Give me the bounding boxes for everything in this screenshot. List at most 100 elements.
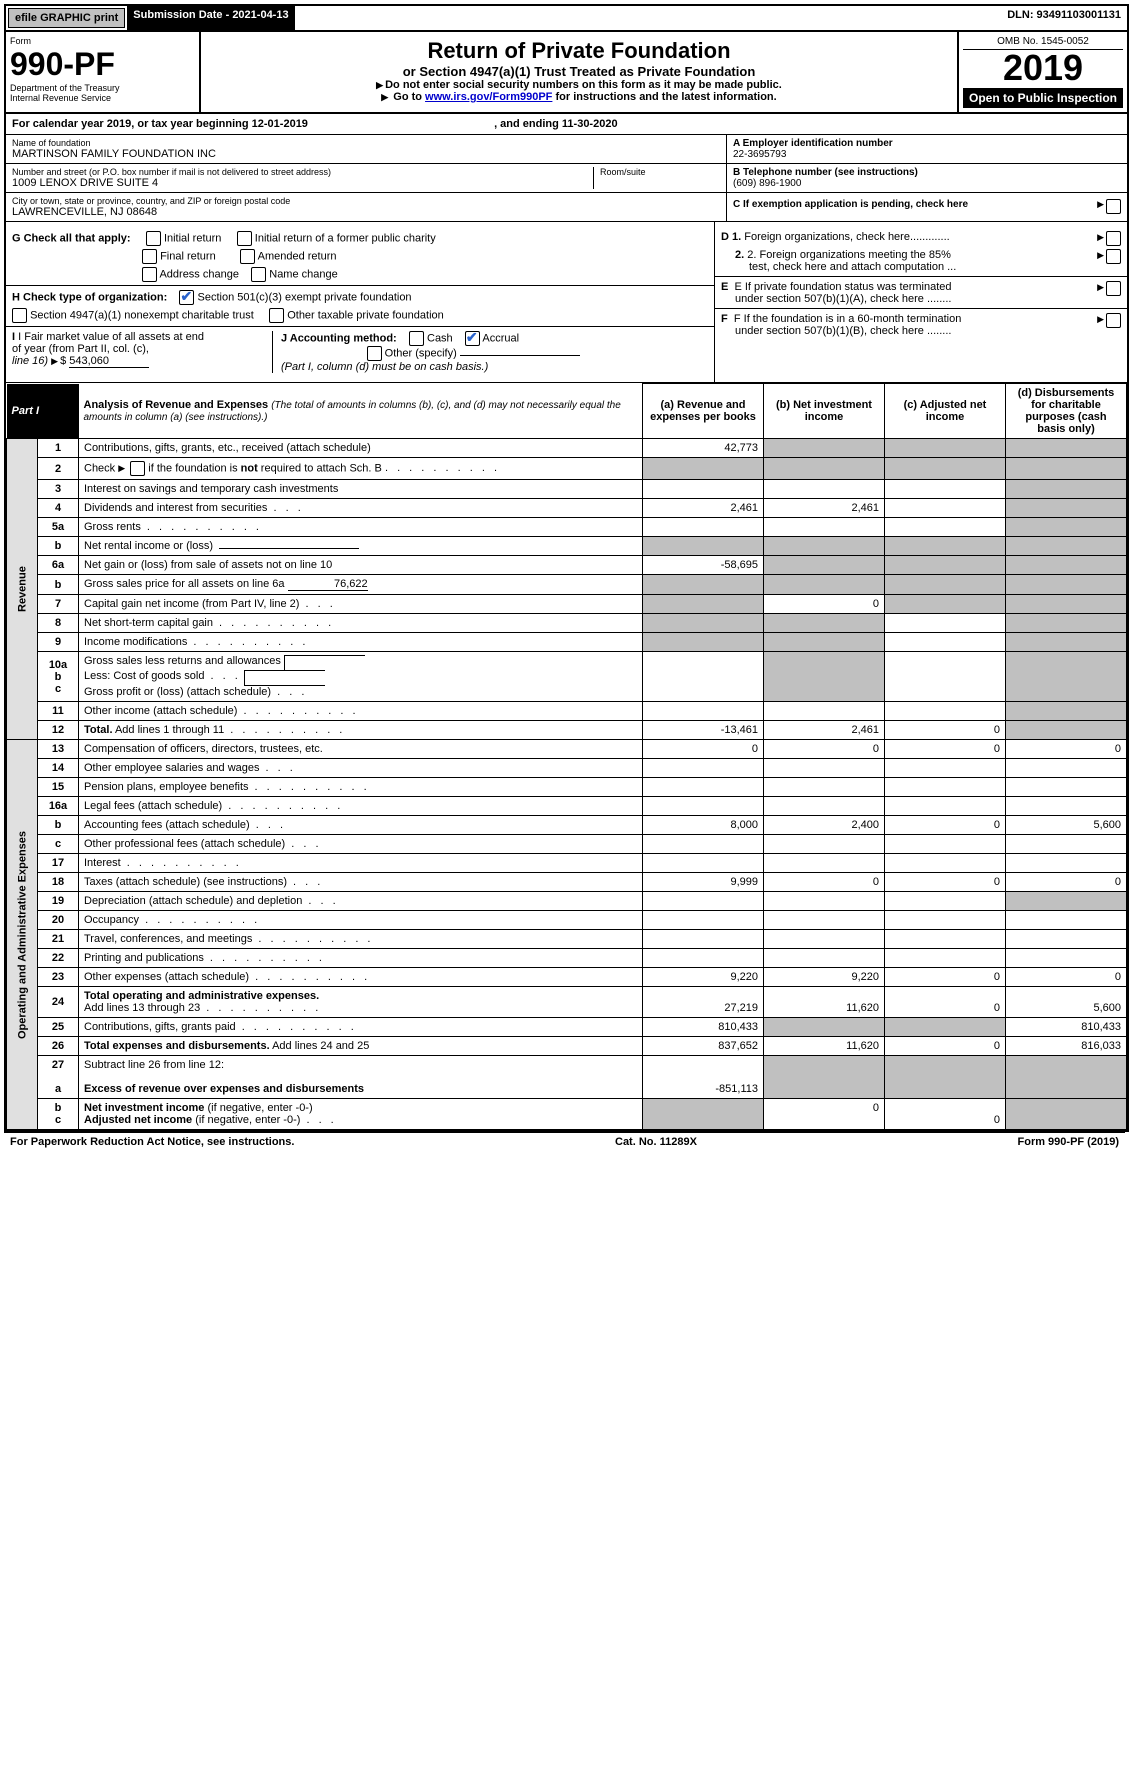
line-16b-d: 5,600 <box>1006 816 1127 835</box>
g1: Initial return <box>164 232 221 244</box>
form990pf-link[interactable]: www.irs.gov/Form990PF <box>425 91 552 103</box>
f-checkbox[interactable] <box>1106 313 1121 328</box>
shaded-cell <box>764 458 885 480</box>
line-24-b: 11,620 <box>764 987 885 1018</box>
line-14-d <box>1006 759 1127 778</box>
note-goto-pre: Go to <box>393 91 425 103</box>
line-no: b <box>38 575 79 595</box>
c-checkbox[interactable] <box>1106 199 1121 214</box>
l16b-text: Accounting fees (attach schedule) <box>84 819 250 831</box>
line-22-a <box>643 949 764 968</box>
g-address-change-checkbox[interactable] <box>142 267 157 282</box>
line-13-c: 0 <box>885 740 1006 759</box>
line-23-a: 9,220 <box>643 968 764 987</box>
line-no: 13 <box>38 740 79 759</box>
arrow-icon <box>1097 231 1106 243</box>
line-15-desc: Pension plans, employee benefits <box>79 778 643 797</box>
line-27-desc: Subtract line 26 from line 12: Excess of… <box>79 1056 643 1099</box>
line-no: 27a <box>38 1056 79 1099</box>
g-name-change-checkbox[interactable] <box>251 267 266 282</box>
shaded-cell <box>1006 499 1127 518</box>
l22-text: Printing and publications <box>84 952 204 964</box>
i-label-2: of year (from Part II, col. (c), <box>12 343 272 355</box>
line-19-a <box>643 892 764 911</box>
e-checkbox[interactable] <box>1106 281 1121 296</box>
j-other-checkbox[interactable] <box>367 346 382 361</box>
shaded-cell <box>764 575 885 595</box>
line-16c-b <box>764 835 885 854</box>
shaded-cell <box>764 439 885 458</box>
g-final-return-checkbox[interactable] <box>142 249 157 264</box>
line-10c-c <box>885 652 1006 702</box>
h-4947-checkbox[interactable] <box>12 308 27 323</box>
g-initial-former-checkbox[interactable] <box>237 231 252 246</box>
j-accrual-checkbox[interactable] <box>465 331 480 346</box>
tax-year: 2019 <box>963 50 1123 86</box>
line-6a-a: -58,695 <box>643 556 764 575</box>
l7-text: Capital gain net income (from Part IV, l… <box>84 598 299 610</box>
l2d: required to attach Sch. B <box>258 462 382 474</box>
line-4-b: 2,461 <box>764 499 885 518</box>
line-14-a <box>643 759 764 778</box>
line-4-c <box>885 499 1006 518</box>
line-26-d: 816,033 <box>1006 1037 1127 1056</box>
line-3-desc: Interest on savings and temporary cash i… <box>79 480 643 499</box>
line-no: b <box>38 537 79 556</box>
line-16c-c <box>885 835 1006 854</box>
line-11-desc: Other income (attach schedule) <box>79 702 643 721</box>
l5a-text: Gross rents <box>84 521 141 533</box>
g-amended-checkbox[interactable] <box>240 249 255 264</box>
line-11-b <box>764 702 885 721</box>
l17-text: Interest <box>84 857 121 869</box>
efile-print-button[interactable]: efile GRAPHIC print <box>8 8 125 28</box>
line-19-b <box>764 892 885 911</box>
g-initial-return-checkbox[interactable] <box>146 231 161 246</box>
line-no: 10abc <box>38 652 79 702</box>
line-22-c <box>885 949 1006 968</box>
line-12-a: -13,461 <box>643 721 764 740</box>
line-22-d <box>1006 949 1127 968</box>
line-14-b <box>764 759 885 778</box>
line-12-b: 2,461 <box>764 721 885 740</box>
shaded-cell <box>1006 518 1127 537</box>
l5b-text: Net rental income or (loss) <box>84 540 213 552</box>
line-17-desc: Interest <box>79 854 643 873</box>
form-title: Return of Private Foundation <box>207 38 951 64</box>
line-no: 14 <box>38 759 79 778</box>
line-20-d <box>1006 911 1127 930</box>
line-26-desc: Total expenses and disbursements. Add li… <box>79 1037 643 1056</box>
line-no: 17 <box>38 854 79 873</box>
shaded-cell <box>1006 702 1127 721</box>
line-16a-c <box>885 797 1006 816</box>
j-cash-checkbox[interactable] <box>409 331 424 346</box>
note-ssn: Do not enter social security numbers on … <box>385 79 782 91</box>
h-501c3-checkbox[interactable] <box>179 290 194 305</box>
line-no: 7 <box>38 595 79 614</box>
line-24-a: 27,219 <box>643 987 764 1018</box>
line-21-a <box>643 930 764 949</box>
line-no: 1 <box>38 439 79 458</box>
arrow-icon <box>1097 281 1106 293</box>
g-label: G Check all that apply: <box>12 232 131 244</box>
calendar-year-row: For calendar year 2019, or tax year begi… <box>6 114 1127 135</box>
shaded-cell <box>1006 892 1127 911</box>
line-17-b <box>764 854 885 873</box>
part1-title-cell: Analysis of Revenue and Expenses (The to… <box>79 384 643 439</box>
e1: E If private foundation status was termi… <box>734 281 951 293</box>
entity-left: Name of foundation MARTINSON FAMILY FOUN… <box>6 135 726 221</box>
g4: Amended return <box>258 250 337 262</box>
h-other-taxable-checkbox[interactable] <box>269 308 284 323</box>
line-9-c <box>885 633 1006 652</box>
arrow-icon <box>118 462 127 474</box>
col-b-head: (b) Net investment income <box>764 384 885 439</box>
d1-checkbox[interactable] <box>1106 231 1121 246</box>
j3: Other (specify) <box>385 347 457 359</box>
l27c-pre: Adjusted net income <box>84 1114 192 1126</box>
line-18-b: 0 <box>764 873 885 892</box>
sch-b-checkbox[interactable] <box>130 461 145 476</box>
line-16b-desc: Accounting fees (attach schedule) <box>79 816 643 835</box>
shaded-cell <box>643 458 764 480</box>
city-label: City or town, state or province, country… <box>12 196 720 206</box>
submission-date: Submission Date - 2021-04-13 <box>127 6 294 30</box>
d2-checkbox[interactable] <box>1106 249 1121 264</box>
